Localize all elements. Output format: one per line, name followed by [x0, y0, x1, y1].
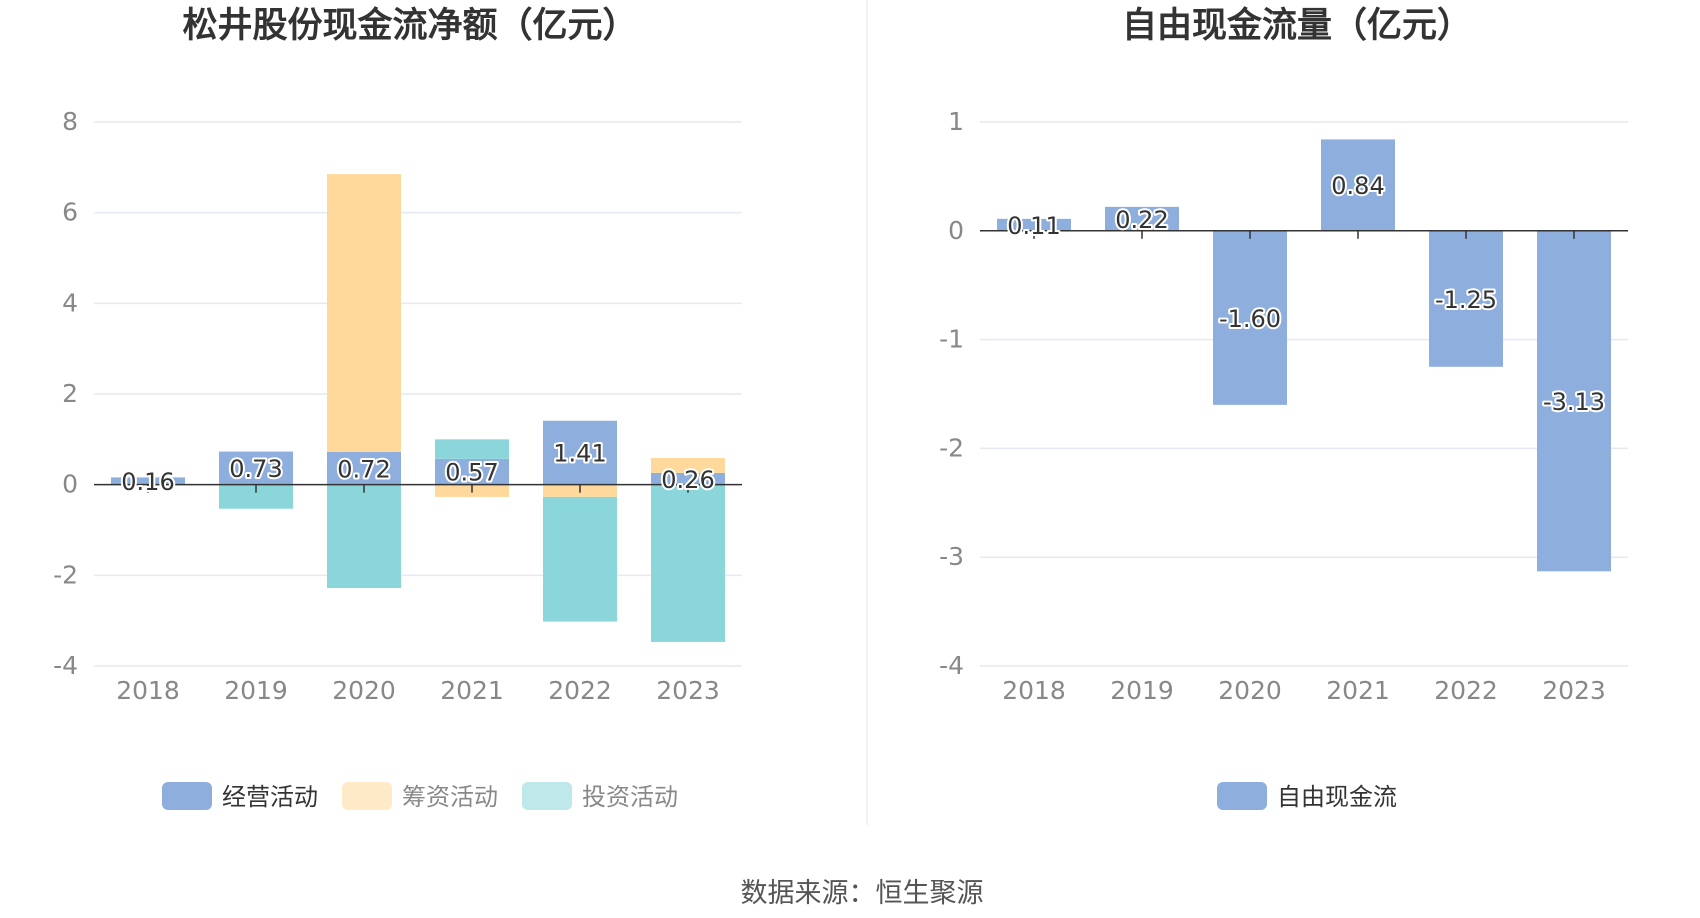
data-label: 0.11 [1007, 212, 1060, 240]
bar-operating-2019[interactable] [219, 451, 293, 485]
x-tick-label: 2019 [224, 676, 288, 705]
bar-free_cash_flow-2018[interactable] [997, 218, 1071, 231]
bar-free_cash_flow-2019[interactable] [1105, 206, 1179, 231]
bar-operating-2021[interactable] [435, 458, 509, 485]
legend-label: 经营活动 [222, 783, 318, 811]
x-tick-label: 2020 [1218, 676, 1282, 705]
y-tick-label: -4 [53, 651, 78, 680]
legend-item-financing[interactable]: 筹资活动 [342, 782, 498, 811]
y-tick-label: 0 [948, 216, 964, 245]
x-tick-label: 2020 [332, 676, 396, 705]
legend-swatch [342, 782, 392, 810]
bars [997, 139, 1611, 572]
y-tick-label: -2 [939, 433, 964, 462]
bar-investing-2020[interactable] [327, 484, 401, 589]
bar-investing-2021[interactable] [435, 439, 509, 459]
legend-swatch [162, 782, 212, 810]
y-tick-label: 6 [62, 198, 78, 227]
x-tick-label: 2021 [440, 676, 504, 705]
data-label: -3.13 [1543, 388, 1605, 416]
bar-operating-2023[interactable] [651, 472, 725, 485]
legend-label: 筹资活动 [402, 783, 498, 811]
net-cash-flow-chart: 8 6 4 2 0 -2 -4 2018 2019 2020 2021 2022 2023 0.16 0.7… [53, 107, 742, 705]
bar-operating-2018[interactable] [111, 477, 185, 485]
data-label: 0.26 [661, 466, 714, 494]
free-cash-flow-chart: 1 0 -1 -2 -3 -4 2018 2019 2020 2021 2022 2023 0.11 0.… [939, 107, 1628, 705]
bar-operating-2022[interactable] [543, 420, 617, 485]
y-tick-label: -3 [939, 542, 964, 571]
legend-swatch [522, 782, 572, 810]
data-label: 0.84 [1331, 172, 1384, 200]
y-tick-label: 4 [62, 288, 78, 317]
legend-item-free_cash_flow[interactable]: 自由现金流 [1217, 782, 1397, 811]
left-chart-title: 松井股份现金流净额（亿元） [182, 5, 637, 46]
x-tick-label: 2018 [1002, 676, 1066, 705]
x-tick-label: 2019 [1110, 676, 1174, 705]
y-tick-label: 2 [62, 379, 78, 408]
x-tick-label: 2023 [1542, 676, 1606, 705]
y-tick-label: 0 [62, 470, 78, 499]
bar-financing-2020[interactable] [327, 174, 401, 453]
legend-item-investing[interactable]: 投资活动 [522, 782, 678, 811]
legend-label: 自由现金流 [1277, 783, 1397, 811]
data-label: 1.41 [553, 440, 606, 468]
x-tick-label: 2022 [1434, 676, 1498, 705]
x-tick-label: 2023 [656, 676, 720, 705]
y-tick-label: -4 [939, 651, 964, 680]
bar-free_cash_flow-2022[interactable] [1429, 230, 1503, 367]
legend-swatch [1217, 782, 1267, 810]
data-label: 0.72 [337, 455, 390, 483]
legend-label: 投资活动 [582, 783, 678, 811]
bar-investing-2023[interactable] [651, 484, 725, 642]
bar-investing-2022[interactable] [543, 496, 617, 622]
bar-free_cash_flow-2023[interactable] [1537, 230, 1611, 572]
right-chart-title: 自由现金流量（亿元） [1122, 5, 1472, 46]
bar-free_cash_flow-2021[interactable] [1321, 139, 1395, 231]
bar-operating-2020[interactable] [327, 452, 401, 485]
data-label: -1.60 [1219, 305, 1281, 333]
bar-free_cash_flow-2020[interactable] [1213, 230, 1287, 405]
bars [111, 174, 725, 642]
data-label: -1.25 [1435, 286, 1497, 314]
data-label: 0.57 [445, 459, 498, 487]
right-chart-legend[interactable]: 自由现金流 [1217, 782, 1397, 811]
data-label: 0.16 [121, 468, 174, 496]
data-label: 0.73 [229, 455, 282, 483]
y-tick-label: 1 [948, 107, 964, 136]
data-source-note: 数据来源：恒生聚源 [741, 878, 984, 909]
x-tick-label: 2022 [548, 676, 612, 705]
legend-item-operating[interactable]: 经营活动 [162, 782, 318, 811]
x-tick-label: 2021 [1326, 676, 1390, 705]
x-tick-label: 2018 [116, 676, 180, 705]
bar-financing-2023[interactable] [651, 457, 725, 473]
left-chart-legend[interactable]: 经营活动 筹资活动 投资活动 [162, 782, 678, 811]
y-tick-label: -2 [53, 560, 78, 589]
y-tick-label: -1 [939, 325, 964, 354]
y-tick-label: 8 [62, 107, 78, 136]
data-label: 0.22 [1115, 206, 1168, 234]
